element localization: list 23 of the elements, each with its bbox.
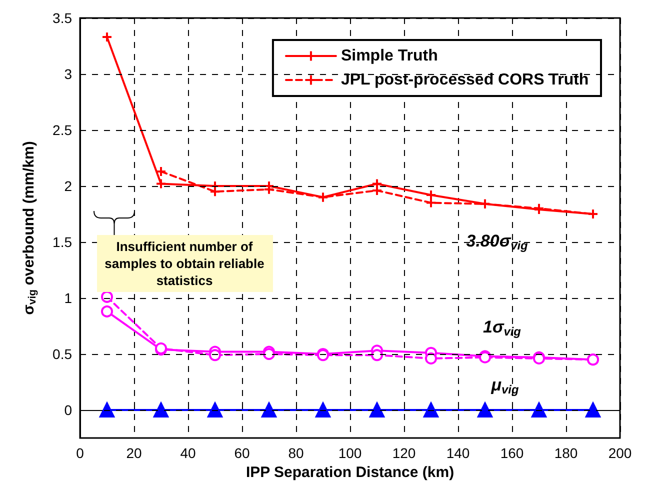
- x-tick-label: 160: [500, 445, 524, 461]
- x-tick-label: 120: [392, 445, 416, 461]
- y-tick-label: 0.5: [52, 346, 72, 362]
- x-tick-label: 140: [446, 445, 470, 461]
- y-tick-label: 3.5: [52, 10, 72, 26]
- x-tick-label: 80: [288, 445, 304, 461]
- x-tick-label: 40: [180, 445, 196, 461]
- x-tick-label: 60: [234, 445, 250, 461]
- legend-label: Simple Truth: [340, 48, 438, 64]
- x-tick-label: 20: [126, 445, 142, 461]
- x-axis-title: IPP Separation Distance (km): [246, 464, 454, 481]
- y-axis-title: σvig overbound (mm/km): [20, 141, 38, 315]
- x-tick-label: 200: [608, 445, 632, 461]
- y-tick-label: 0: [64, 402, 72, 418]
- x-tick-label: 0: [76, 445, 84, 461]
- y-tick-label: 1.5: [52, 234, 72, 250]
- y-tick-label: 2.5: [52, 122, 72, 138]
- x-tick-label: 100: [338, 445, 362, 461]
- y-tick-label: 1: [64, 290, 72, 306]
- x-tick-label: 180: [554, 445, 578, 461]
- y-tick-label: 3: [64, 66, 72, 82]
- y-tick-label: 2: [64, 178, 72, 194]
- annotation: Insufficient number of samples to obtain reliable statistics: [96, 234, 272, 292]
